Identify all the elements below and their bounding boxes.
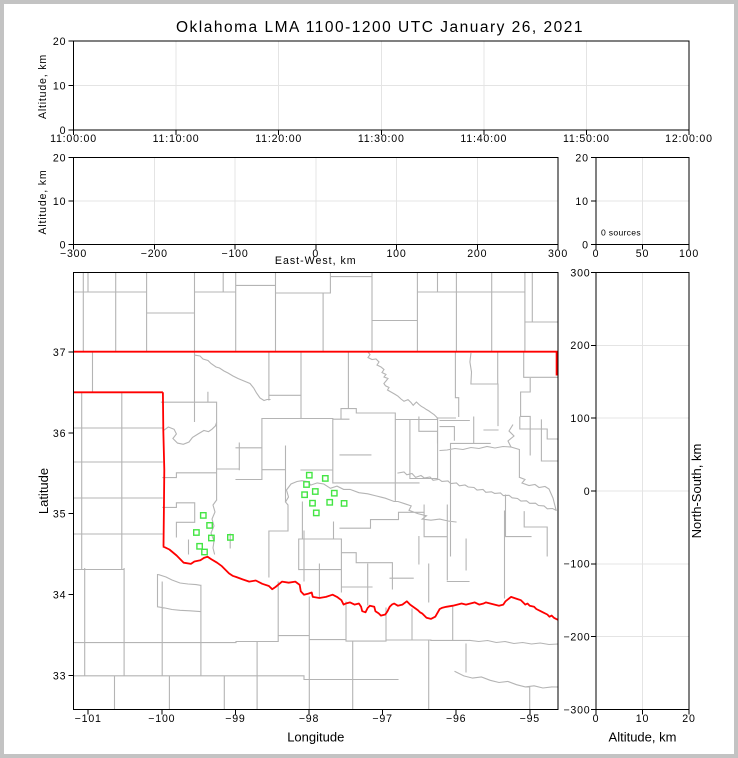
svg-text:37: 37 <box>53 347 66 359</box>
svg-text:−200: −200 <box>141 248 168 260</box>
svg-text:Latitude: Latitude <box>36 468 51 514</box>
svg-text:−100: −100 <box>563 559 590 571</box>
svg-text:12:00:00: 12:00:00 <box>665 133 713 145</box>
svg-text:11:10:00: 11:10:00 <box>153 133 200 145</box>
svg-text:100: 100 <box>386 248 406 260</box>
svg-text:11:20:00: 11:20:00 <box>255 133 302 145</box>
svg-text:35: 35 <box>53 509 66 521</box>
svg-text:Altitude, km: Altitude, km <box>609 730 677 745</box>
svg-text:0: 0 <box>582 239 589 251</box>
svg-text:300: 300 <box>570 267 590 279</box>
svg-text:−99: −99 <box>225 713 245 725</box>
svg-text:0: 0 <box>593 248 600 260</box>
svg-text:−300: −300 <box>563 704 590 716</box>
svg-text:20: 20 <box>575 152 588 164</box>
svg-text:20: 20 <box>53 152 66 164</box>
svg-text:North-South, km: North-South, km <box>689 444 704 539</box>
svg-text:33: 33 <box>53 670 66 682</box>
svg-text:34: 34 <box>53 589 66 601</box>
svg-text:−95: −95 <box>520 713 540 725</box>
svg-text:−200: −200 <box>563 632 590 644</box>
svg-text:11:30:00: 11:30:00 <box>358 133 405 145</box>
svg-text:20: 20 <box>53 36 66 48</box>
svg-text:0 sources: 0 sources <box>601 228 641 238</box>
svg-text:−100: −100 <box>221 248 248 260</box>
svg-text:11:50:00: 11:50:00 <box>563 133 610 145</box>
svg-text:200: 200 <box>570 340 590 352</box>
svg-text:0: 0 <box>60 239 67 251</box>
svg-text:−100: −100 <box>148 713 175 725</box>
svg-text:Oklahoma LMA 1100-1200 UTC Jan: Oklahoma LMA 1100-1200 UTC January 26, 2… <box>176 19 584 36</box>
svg-text:100: 100 <box>570 413 590 425</box>
svg-text:−300: −300 <box>60 248 87 260</box>
svg-text:10: 10 <box>53 80 66 92</box>
svg-text:200: 200 <box>467 248 487 260</box>
svg-text:11:40:00: 11:40:00 <box>460 133 507 145</box>
svg-text:0: 0 <box>312 248 319 260</box>
svg-text:36: 36 <box>53 428 66 440</box>
svg-text:−101: −101 <box>75 713 102 725</box>
svg-text:50: 50 <box>636 248 649 260</box>
svg-text:300: 300 <box>548 248 568 260</box>
svg-text:Altitude, km: Altitude, km <box>37 54 49 119</box>
svg-text:0: 0 <box>60 125 67 137</box>
svg-text:Longitude: Longitude <box>287 730 344 745</box>
svg-text:10: 10 <box>575 196 588 208</box>
svg-text:0: 0 <box>584 486 591 498</box>
svg-text:11:00:00: 11:00:00 <box>50 133 97 145</box>
svg-text:0: 0 <box>593 713 600 725</box>
svg-text:10: 10 <box>636 713 649 725</box>
svg-text:20: 20 <box>682 713 695 725</box>
svg-text:100: 100 <box>679 248 699 260</box>
svg-text:−98: −98 <box>299 713 319 725</box>
svg-text:East-West, km: East-West, km <box>275 255 357 267</box>
svg-text:−96: −96 <box>446 713 466 725</box>
svg-text:10: 10 <box>53 196 66 208</box>
svg-text:Altitude, km: Altitude, km <box>37 170 49 235</box>
svg-text:−97: −97 <box>372 713 392 725</box>
